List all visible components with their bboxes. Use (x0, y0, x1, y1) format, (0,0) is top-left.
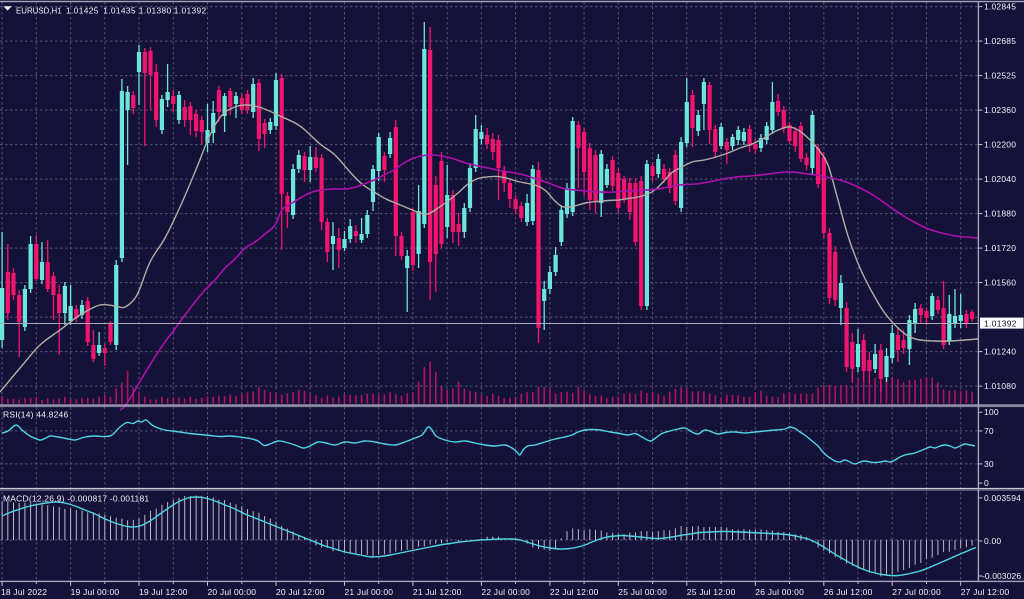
svg-text:1.01392: 1.01392 (174, 5, 207, 15)
svg-text:25 Jul 00:00: 25 Jul 00:00 (618, 587, 667, 597)
svg-text:0.003594: 0.003594 (984, 493, 1021, 503)
svg-text:RSI(14) 44.8246: RSI(14) 44.8246 (3, 410, 68, 420)
svg-text:1.01380: 1.01380 (139, 5, 172, 15)
svg-text:1.01560: 1.01560 (984, 278, 1016, 288)
svg-text:1.01080: 1.01080 (984, 381, 1016, 391)
svg-text:1.01880: 1.01880 (984, 209, 1016, 219)
svg-text:EURUSD,H1: EURUSD,H1 (16, 6, 62, 15)
svg-text:20 Jul 00:00: 20 Jul 00:00 (208, 587, 257, 597)
svg-text:1.01392: 1.01392 (984, 318, 1017, 328)
svg-text:20 Jul 12:00: 20 Jul 12:00 (276, 587, 325, 597)
svg-text:25 Jul 12:00: 25 Jul 12:00 (687, 587, 736, 597)
svg-text:1.02685: 1.02685 (984, 36, 1016, 46)
svg-text:-0.003026: -0.003026 (982, 571, 1021, 581)
svg-text:21 Jul 00:00: 21 Jul 00:00 (345, 587, 394, 597)
svg-text:1.02200: 1.02200 (984, 140, 1016, 150)
svg-text:1.01425: 1.01425 (66, 5, 99, 15)
svg-text:1.01240: 1.01240 (984, 347, 1016, 357)
svg-text:27 Jul 12:00: 27 Jul 12:00 (961, 587, 1010, 597)
svg-text:22 Jul 00:00: 22 Jul 00:00 (481, 587, 530, 597)
svg-text:1.02040: 1.02040 (984, 174, 1016, 184)
svg-text:30: 30 (984, 459, 994, 469)
svg-text:1.02525: 1.02525 (984, 71, 1016, 81)
svg-text:21 Jul 12:00: 21 Jul 12:00 (413, 587, 462, 597)
svg-text:19 Jul 00:00: 19 Jul 00:00 (71, 587, 120, 597)
svg-text:26 Jul 12:00: 26 Jul 12:00 (824, 587, 873, 597)
svg-text:19 Jul 12:00: 19 Jul 12:00 (139, 587, 188, 597)
svg-text:18 Jul 2022: 18 Jul 2022 (1, 587, 47, 597)
svg-text:1.01720: 1.01720 (984, 243, 1016, 253)
svg-text:26 Jul 00:00: 26 Jul 00:00 (755, 587, 804, 597)
svg-text:MACD(12,26,9) -0.000817 -0.001: MACD(12,26,9) -0.000817 -0.001181 (3, 494, 149, 504)
svg-text:22 Jul 12:00: 22 Jul 12:00 (550, 587, 599, 597)
svg-text:1.01435: 1.01435 (103, 5, 136, 15)
svg-text:1.02360: 1.02360 (984, 105, 1016, 115)
svg-text:100: 100 (984, 407, 999, 417)
svg-text:0: 0 (984, 478, 989, 488)
svg-text:70: 70 (984, 426, 994, 436)
svg-text:1.02845: 1.02845 (984, 2, 1016, 12)
svg-text:0.00: 0.00 (984, 536, 1001, 546)
svg-text:27 Jul 00:00: 27 Jul 00:00 (892, 587, 941, 597)
